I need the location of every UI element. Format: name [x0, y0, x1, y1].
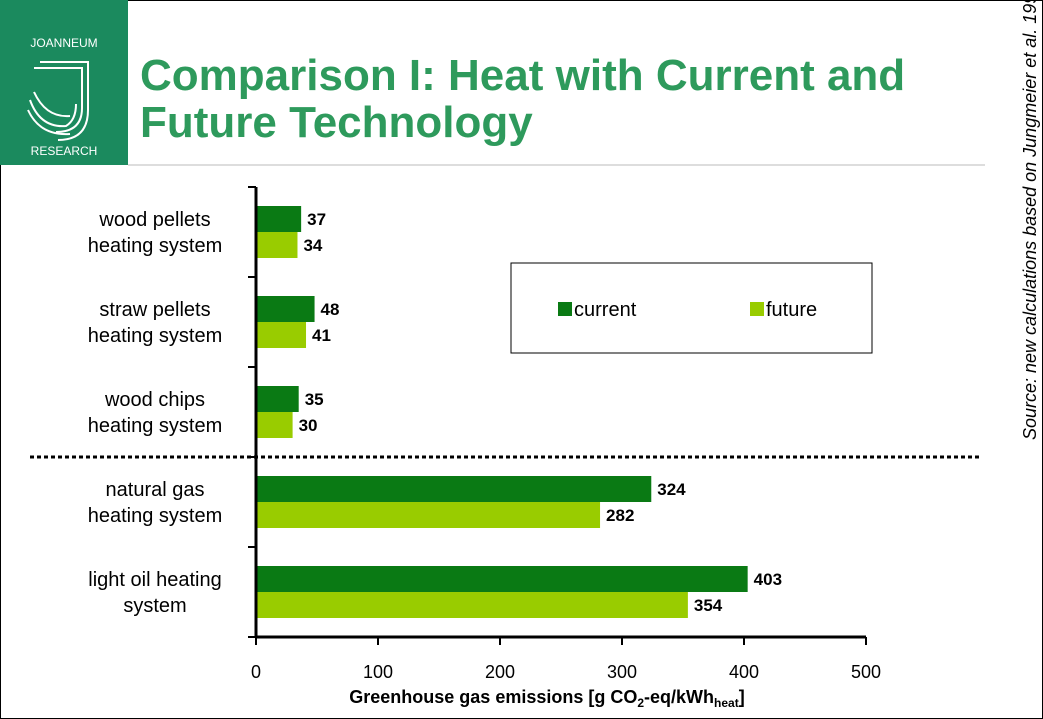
category-label: straw pellets — [99, 299, 210, 321]
x-tick-label: 0 — [251, 662, 261, 682]
bar — [256, 566, 748, 592]
logo: JOANNEUM RESEARCH — [0, 0, 128, 165]
source-note: Source: new calculations based on Jungme… — [1020, 0, 1040, 440]
title-line: Comparison I: Heat with Current and — [140, 51, 905, 100]
bar — [256, 206, 302, 232]
x-tick-label: 200 — [485, 662, 515, 682]
legend-box — [510, 262, 873, 354]
bar — [256, 502, 601, 528]
value-label: 34 — [303, 236, 322, 255]
x-tick-label: 400 — [729, 662, 759, 682]
category-label: heating system — [88, 235, 223, 257]
bar — [256, 412, 293, 438]
bar — [256, 296, 315, 322]
category-label: heating system — [88, 325, 223, 347]
category-label: heating system — [88, 415, 223, 437]
logo-bottom: RESEARCH — [31, 144, 98, 158]
legend-label: future — [766, 299, 817, 321]
x-axis-label-part: -eq/kWh — [644, 687, 714, 707]
bar — [256, 592, 688, 618]
x-axis-label-part: Greenhouse gas emissions [g CO — [349, 687, 637, 707]
x-tick-label: 500 — [851, 662, 881, 682]
legend-swatch — [558, 302, 572, 316]
bar — [256, 322, 307, 348]
category-label: heating system — [88, 505, 223, 527]
category-label: natural gas — [106, 479, 205, 501]
legend-swatch — [750, 302, 764, 316]
category-label: system — [123, 595, 186, 617]
x-axis-label-part: ] — [739, 687, 745, 707]
value-label: 324 — [657, 480, 686, 499]
value-label: 48 — [321, 300, 340, 319]
x-tick-label: 100 — [363, 662, 393, 682]
logo-mark — [27, 61, 89, 141]
value-label: 354 — [694, 596, 723, 615]
value-label: 282 — [606, 506, 634, 525]
category-label: wood chips — [104, 389, 205, 411]
x-axis-label-part: heat — [714, 696, 739, 710]
value-label: 35 — [305, 390, 324, 409]
x-tick-label: 300 — [607, 662, 637, 682]
x-axis-label: Greenhouse gas emissions [g CO2-eq/kWhhe… — [349, 687, 744, 710]
bar — [256, 386, 299, 412]
title-line: Future Technology — [140, 98, 533, 147]
value-label: 30 — [299, 416, 318, 435]
value-label: 403 — [754, 570, 782, 589]
bar — [256, 476, 652, 502]
category-label: wood pellets — [98, 209, 210, 231]
value-label: 41 — [312, 326, 331, 345]
logo-box — [0, 0, 128, 165]
x-axis-label-part: 2 — [637, 696, 644, 710]
legend-label: current — [574, 299, 637, 321]
value-label: 37 — [307, 210, 326, 229]
category-label: light oil heating — [88, 569, 221, 591]
logo-top: JOANNEUM — [30, 36, 97, 50]
bar — [256, 232, 298, 258]
